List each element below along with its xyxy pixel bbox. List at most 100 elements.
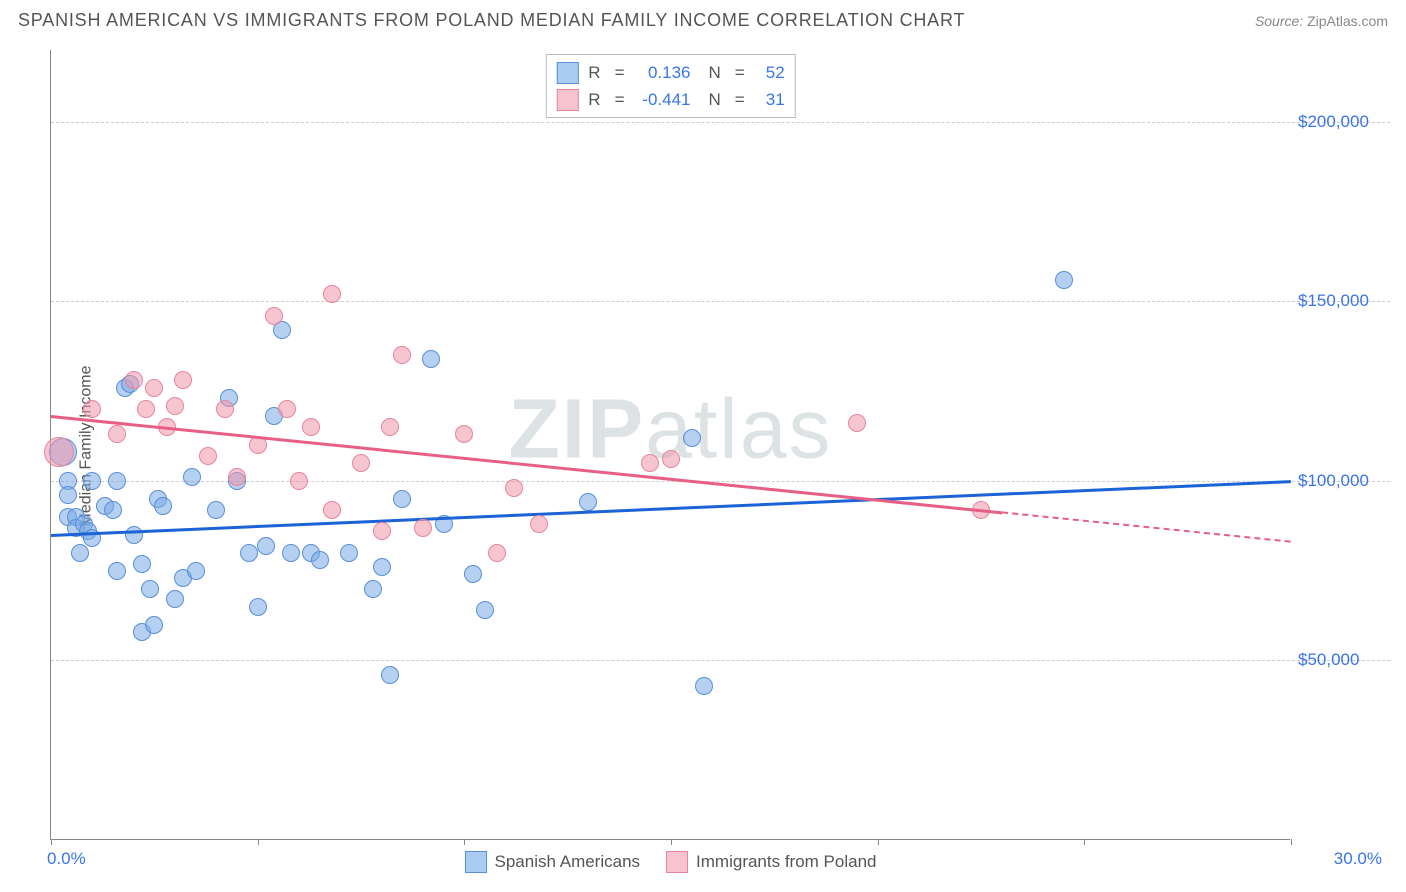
data-point-poland xyxy=(44,437,74,467)
x-tick xyxy=(51,839,52,845)
source-label: Source: xyxy=(1255,13,1303,29)
data-point-spanish xyxy=(59,486,77,504)
y-gridline xyxy=(51,660,1390,661)
series-legend-item-poland: Immigrants from Poland xyxy=(666,851,876,873)
data-point-poland xyxy=(323,285,341,303)
correlation-legend: R=0.136N=52R=-0.441N=31 xyxy=(545,54,795,118)
data-point-spanish xyxy=(282,544,300,562)
correlation-legend-row-poland: R=-0.441N=31 xyxy=(556,86,784,113)
data-point-spanish xyxy=(125,526,143,544)
data-point-poland xyxy=(108,425,126,443)
scatter-plot-area: ZIPatlas R=0.136N=52R=-0.441N=31 Spanish… xyxy=(50,50,1290,840)
data-point-poland xyxy=(290,472,308,490)
data-point-spanish xyxy=(240,544,258,562)
data-point-spanish xyxy=(141,580,159,598)
data-point-spanish xyxy=(683,429,701,447)
x-min-label: 0.0% xyxy=(47,849,86,869)
legend-swatch-icon xyxy=(465,851,487,873)
data-point-poland xyxy=(414,519,432,537)
source-attribution: Source: ZipAtlas.com xyxy=(1255,13,1388,29)
r-value: -0.441 xyxy=(635,86,691,113)
x-tick xyxy=(1084,839,1085,845)
x-tick xyxy=(258,839,259,845)
data-point-spanish xyxy=(83,472,101,490)
data-point-spanish xyxy=(464,565,482,583)
data-point-spanish xyxy=(373,558,391,576)
y-tick-label: $200,000 xyxy=(1298,112,1398,132)
r-value: 0.136 xyxy=(635,59,691,86)
data-point-poland xyxy=(381,418,399,436)
data-point-spanish xyxy=(108,472,126,490)
data-point-spanish xyxy=(340,544,358,562)
data-point-poland xyxy=(662,450,680,468)
data-point-poland xyxy=(530,515,548,533)
x-max-label: 30.0% xyxy=(1334,849,1382,869)
legend-swatch-icon xyxy=(666,851,688,873)
watermark-bold: ZIP xyxy=(508,381,645,475)
data-point-spanish xyxy=(183,468,201,486)
data-point-poland xyxy=(278,400,296,418)
x-tick xyxy=(878,839,879,845)
data-point-spanish xyxy=(311,551,329,569)
data-point-spanish xyxy=(154,497,172,515)
y-tick-label: $100,000 xyxy=(1298,471,1398,491)
data-point-spanish xyxy=(145,616,163,634)
data-point-spanish xyxy=(71,544,89,562)
data-point-poland xyxy=(505,479,523,497)
x-tick xyxy=(1291,839,1292,845)
data-point-spanish xyxy=(695,677,713,695)
data-point-spanish xyxy=(476,601,494,619)
data-point-poland xyxy=(125,371,143,389)
y-tick-label: $150,000 xyxy=(1298,291,1398,311)
data-point-spanish xyxy=(166,590,184,608)
data-point-spanish xyxy=(422,350,440,368)
n-value: 31 xyxy=(755,86,785,113)
data-point-poland xyxy=(352,454,370,472)
r-label: R xyxy=(588,86,600,113)
data-point-poland xyxy=(641,454,659,472)
correlation-legend-row-spanish: R=0.136N=52 xyxy=(556,59,784,86)
data-point-poland xyxy=(265,307,283,325)
n-label: N xyxy=(709,86,721,113)
series-name: Spanish Americans xyxy=(495,852,641,872)
data-point-spanish xyxy=(187,562,205,580)
data-point-spanish xyxy=(381,666,399,684)
y-gridline xyxy=(51,301,1390,302)
data-point-spanish xyxy=(1055,271,1073,289)
data-point-poland xyxy=(199,447,217,465)
data-point-poland xyxy=(216,400,234,418)
y-tick-label: $50,000 xyxy=(1298,650,1398,670)
data-point-poland xyxy=(373,522,391,540)
series-name: Immigrants from Poland xyxy=(696,852,876,872)
data-point-poland xyxy=(323,501,341,519)
data-point-poland xyxy=(137,400,155,418)
data-point-poland xyxy=(393,346,411,364)
data-point-poland xyxy=(145,379,163,397)
x-tick xyxy=(464,839,465,845)
data-point-spanish xyxy=(108,562,126,580)
source-value: ZipAtlas.com xyxy=(1307,13,1388,29)
series-legend: Spanish Americans Immigrants from Poland xyxy=(465,851,877,873)
series-legend-item-spanish: Spanish Americans xyxy=(465,851,641,873)
data-point-spanish xyxy=(249,598,267,616)
data-point-spanish xyxy=(257,537,275,555)
data-point-poland xyxy=(228,468,246,486)
data-point-poland xyxy=(174,371,192,389)
data-point-poland xyxy=(166,397,184,415)
data-point-poland xyxy=(488,544,506,562)
data-point-spanish xyxy=(133,555,151,573)
data-point-poland xyxy=(302,418,320,436)
data-point-spanish xyxy=(393,490,411,508)
data-point-spanish xyxy=(104,501,122,519)
y-gridline xyxy=(51,122,1390,123)
data-point-poland xyxy=(455,425,473,443)
legend-swatch-icon xyxy=(556,89,578,111)
chart-title: SPANISH AMERICAN VS IMMIGRANTS FROM POLA… xyxy=(18,10,965,31)
data-point-poland xyxy=(848,414,866,432)
data-point-spanish xyxy=(579,493,597,511)
legend-swatch-icon xyxy=(556,62,578,84)
data-point-spanish xyxy=(364,580,382,598)
n-label: N xyxy=(709,59,721,86)
data-point-poland xyxy=(83,400,101,418)
x-tick xyxy=(671,839,672,845)
